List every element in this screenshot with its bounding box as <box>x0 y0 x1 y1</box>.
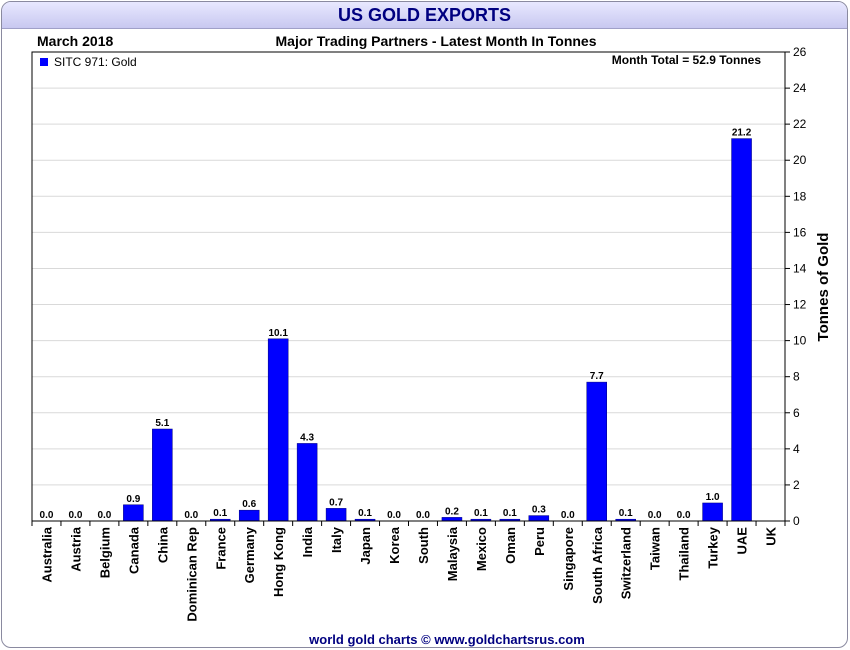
x-tick-label: South <box>416 527 431 564</box>
data-label: 0.1 <box>503 508 517 519</box>
x-tick-label: UAE <box>735 527 750 555</box>
x-tick-label: Singapore <box>561 527 576 591</box>
data-label: 0.0 <box>677 510 691 521</box>
data-label: 0.0 <box>648 510 662 521</box>
data-label: 0.0 <box>416 510 430 521</box>
y-axis-label: Tonnes of Gold <box>815 233 832 342</box>
y-tick-label: 26 <box>793 45 807 59</box>
y-tick-label: 12 <box>793 298 807 312</box>
y-tick-label: 6 <box>793 406 800 420</box>
bar <box>441 517 463 522</box>
footer-credit: world gold charts © www.goldchartsrus.co… <box>309 632 585 647</box>
bar <box>296 443 318 522</box>
x-tick-label: Germany <box>242 526 257 583</box>
legend-swatch <box>40 58 48 66</box>
title-bar: US GOLD EXPORTS <box>2 2 847 29</box>
data-label: 1.0 <box>706 492 720 503</box>
data-label: 0.9 <box>126 494 140 505</box>
data-label: 0.6 <box>242 499 256 510</box>
data-label: 7.7 <box>590 371 604 382</box>
bar <box>123 504 144 522</box>
x-tick-label: Oman <box>503 527 518 564</box>
y-tick-label: 8 <box>793 370 800 384</box>
data-label: 0.3 <box>532 505 546 516</box>
y-tick-label: 22 <box>793 117 807 131</box>
data-label: 0.1 <box>358 508 372 519</box>
x-tick-label: South Africa <box>590 526 605 604</box>
x-tick-label: Malaysia <box>445 526 460 581</box>
bar <box>325 508 347 522</box>
data-label: 0.0 <box>40 510 54 521</box>
bar <box>586 381 607 522</box>
x-tick-label: France <box>213 527 228 570</box>
x-tick-label: Turkey <box>706 526 721 568</box>
data-label: 0.1 <box>619 508 633 519</box>
x-tick-label: Thailand <box>677 527 692 581</box>
month-total: Month Total = 52.9 Tonnes <box>612 53 762 67</box>
bar <box>702 502 723 522</box>
legend-label: SITC 971: Gold <box>54 55 137 69</box>
x-tick-label: UK <box>764 526 779 545</box>
chart-subtitle: Major Trading Partners - Latest Month In… <box>276 33 597 49</box>
data-label: 0.0 <box>68 510 82 521</box>
x-tick-label: Japan <box>358 527 373 565</box>
data-labels: 0.0 0.0 0.0 0.9 5.1 0.0 0.1 0.6 10.1 4.3 0.7 0.1 0.0… <box>40 128 752 521</box>
y-tick-label: 4 <box>793 442 800 456</box>
data-label: 0.2 <box>445 506 459 517</box>
x-tick-label: Taiwan <box>648 527 663 570</box>
x-tick-label: Hong Kong <box>271 527 286 597</box>
data-label: 0.1 <box>213 508 227 519</box>
x-tick-label: Switzerland <box>619 527 634 599</box>
x-tick-label: India <box>300 526 315 557</box>
x-tick-label: Canada <box>126 526 141 574</box>
x-tick-label: Austria <box>68 526 83 572</box>
y-tick-label: 2 <box>793 478 800 492</box>
data-label: 0.0 <box>184 510 198 521</box>
data-label: 5.1 <box>155 418 169 429</box>
bar <box>238 509 260 522</box>
bar <box>152 428 173 522</box>
data-label: 0.7 <box>329 497 343 508</box>
y-tick-label: 20 <box>793 153 807 167</box>
y-tick-label: 0 <box>793 514 800 528</box>
x-tick-label: Belgium <box>97 527 112 578</box>
bar <box>731 138 752 522</box>
data-label: 4.3 <box>300 432 314 443</box>
chart-title: US GOLD EXPORTS <box>337 5 512 25</box>
bar <box>528 515 550 522</box>
bar <box>267 338 289 522</box>
period-label: March 2018 <box>37 33 113 49</box>
x-axis-ticks: Australia Austria Belgium Canada China Domini… <box>31 521 786 622</box>
y-tick-label: 16 <box>793 225 807 239</box>
data-label: 0.0 <box>97 510 111 521</box>
y-tick-label: 10 <box>793 334 807 348</box>
y-tick-label: 18 <box>793 189 807 203</box>
x-tick-label: China <box>155 526 170 563</box>
x-tick-label: Peru <box>532 527 547 556</box>
x-tick-label: Korea <box>387 526 402 564</box>
x-tick-label: Dominican Rep <box>184 527 199 622</box>
y-tick-label: 24 <box>793 81 807 95</box>
x-tick-label: Australia <box>39 526 54 582</box>
y-tick-label: 14 <box>793 261 807 275</box>
plot-area <box>32 52 785 521</box>
data-label: 21.2 <box>732 128 752 139</box>
data-label: 10.1 <box>268 328 288 339</box>
x-tick-label: Italy <box>329 526 344 553</box>
x-tick-label: Mexico <box>474 527 489 571</box>
data-label: 0.0 <box>561 510 575 521</box>
data-label: 0.1 <box>474 508 488 519</box>
data-label: 0.0 <box>387 510 401 521</box>
